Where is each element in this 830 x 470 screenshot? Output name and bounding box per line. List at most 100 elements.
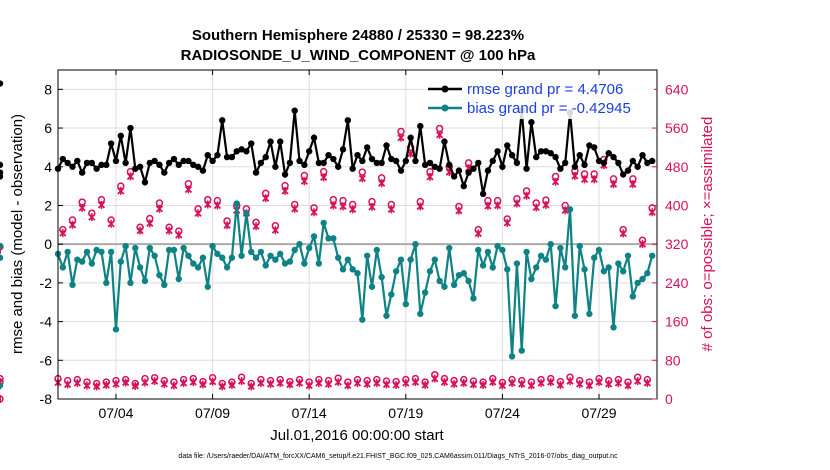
- bias-point: [98, 248, 105, 256]
- rmse-point: [180, 157, 187, 165]
- rmse-point: [204, 151, 211, 159]
- obs-assimilated-point: [160, 380, 168, 389]
- bias-point: [122, 242, 129, 250]
- obs-assimilated-point: [566, 377, 574, 386]
- obs-assimilated-point: [537, 379, 545, 388]
- bias-point: [320, 219, 327, 227]
- obs-assimilated-point: [247, 382, 255, 391]
- bias-point: [436, 277, 443, 285]
- obs-assimilated-point: [78, 203, 86, 212]
- obs-assimilated-point: [339, 202, 347, 211]
- rmse-point: [547, 150, 554, 157]
- bias-point: [0, 254, 4, 261]
- bias-point: [209, 242, 216, 250]
- obs-assimilated-point: [353, 379, 362, 388]
- obs-assimilated-point: [175, 230, 183, 239]
- rmse-point: [397, 167, 405, 174]
- obs-assimilated-point: [595, 378, 603, 387]
- rmse-point: [146, 159, 153, 167]
- rmse-point: [634, 163, 641, 170]
- rmse-point: [74, 157, 81, 165]
- obs-assimilated-point: [619, 229, 627, 238]
- obs-assimilated-point: [266, 380, 275, 389]
- rmse-point: [537, 148, 545, 155]
- bias-point: [402, 300, 410, 308]
- bias-point: [151, 252, 158, 259]
- rmse-point: [489, 157, 496, 165]
- y-left-tick-label: 0: [44, 236, 52, 252]
- obs-assimilated-point: [257, 379, 265, 388]
- bias-point: [639, 275, 646, 283]
- obs-assimilated-point: [329, 201, 337, 210]
- bias-point: [262, 262, 269, 269]
- bias-point: [190, 260, 197, 267]
- obs-assimilated-point: [112, 380, 120, 389]
- bias-point: [78, 258, 86, 265]
- rmse-point: [339, 146, 347, 153]
- rmse-point: [460, 182, 467, 190]
- rmse-point: [373, 159, 381, 167]
- obs-assimilated-point: [88, 213, 96, 222]
- obs-assimilated-point: [155, 204, 164, 213]
- rmse-point: [648, 157, 656, 165]
- bias-point: [489, 264, 496, 271]
- rmse-point: [310, 134, 318, 141]
- rmse-point: [571, 163, 579, 170]
- bias-point: [301, 260, 308, 267]
- obs-assimilated-point: [213, 201, 222, 210]
- bias-point: [591, 254, 598, 261]
- bias-point: [629, 293, 637, 300]
- obs-assimilated-point: [102, 380, 110, 389]
- x-tick-label: 07/14: [292, 405, 327, 421]
- obs-assimilated-point: [450, 380, 458, 389]
- rmse-point: [412, 157, 419, 165]
- rmse-point: [170, 155, 178, 163]
- rmse-point: [450, 173, 458, 180]
- y-left-tick-label: -8: [40, 391, 53, 407]
- bias-point: [252, 254, 260, 261]
- rmse-point: [0, 161, 4, 169]
- rmse-point: [557, 165, 564, 172]
- obs-assimilated-point: [131, 381, 139, 390]
- data-file-footer: data file: /Users/raeder/DAI/ATM_forcXX/…: [178, 453, 618, 460]
- obs-assimilated-point: [223, 221, 231, 230]
- rmse-point: [64, 159, 71, 167]
- bias-point: [228, 254, 236, 261]
- bias-point: [243, 210, 250, 217]
- y-right-tick-label: 400: [665, 197, 689, 213]
- rmse-point: [378, 159, 385, 167]
- obs-assimilated-point: [643, 379, 651, 388]
- y-left-tick-label: 2: [44, 197, 52, 213]
- rmse-point: [615, 159, 622, 167]
- legend-rmse-marker: [441, 85, 449, 93]
- bias-point: [257, 248, 265, 256]
- bias-point: [83, 248, 91, 256]
- obs-assimilated-point: [527, 381, 536, 390]
- bias-point: [600, 268, 608, 275]
- bias-point: [363, 252, 371, 259]
- rmse-point: [552, 153, 559, 161]
- obs-assimilated-point: [68, 220, 77, 229]
- rmse-point: [0, 173, 4, 180]
- bias-point: [508, 353, 516, 360]
- obs-assimilated-point: [237, 377, 246, 386]
- rmse-point: [122, 159, 129, 167]
- rmse-point: [402, 157, 410, 165]
- rmse-point: [344, 117, 352, 124]
- bias-point: [334, 254, 342, 261]
- rmse-point: [426, 159, 434, 167]
- rmse-point: [417, 122, 424, 130]
- plot-frame: [57, 69, 658, 400]
- bias-point: [552, 302, 559, 310]
- rmse-point: [209, 157, 216, 165]
- obs-assimilated-point: [624, 381, 632, 390]
- bias-point: [619, 268, 627, 275]
- rmse-point: [581, 161, 588, 169]
- obs-assimilated-point: [638, 240, 647, 249]
- obs-assimilated-point: [262, 194, 270, 203]
- bias-point: [533, 264, 540, 271]
- bias-point: [330, 235, 337, 242]
- obs-assimilated-point: [556, 380, 565, 389]
- bias-point: [0, 242, 4, 250]
